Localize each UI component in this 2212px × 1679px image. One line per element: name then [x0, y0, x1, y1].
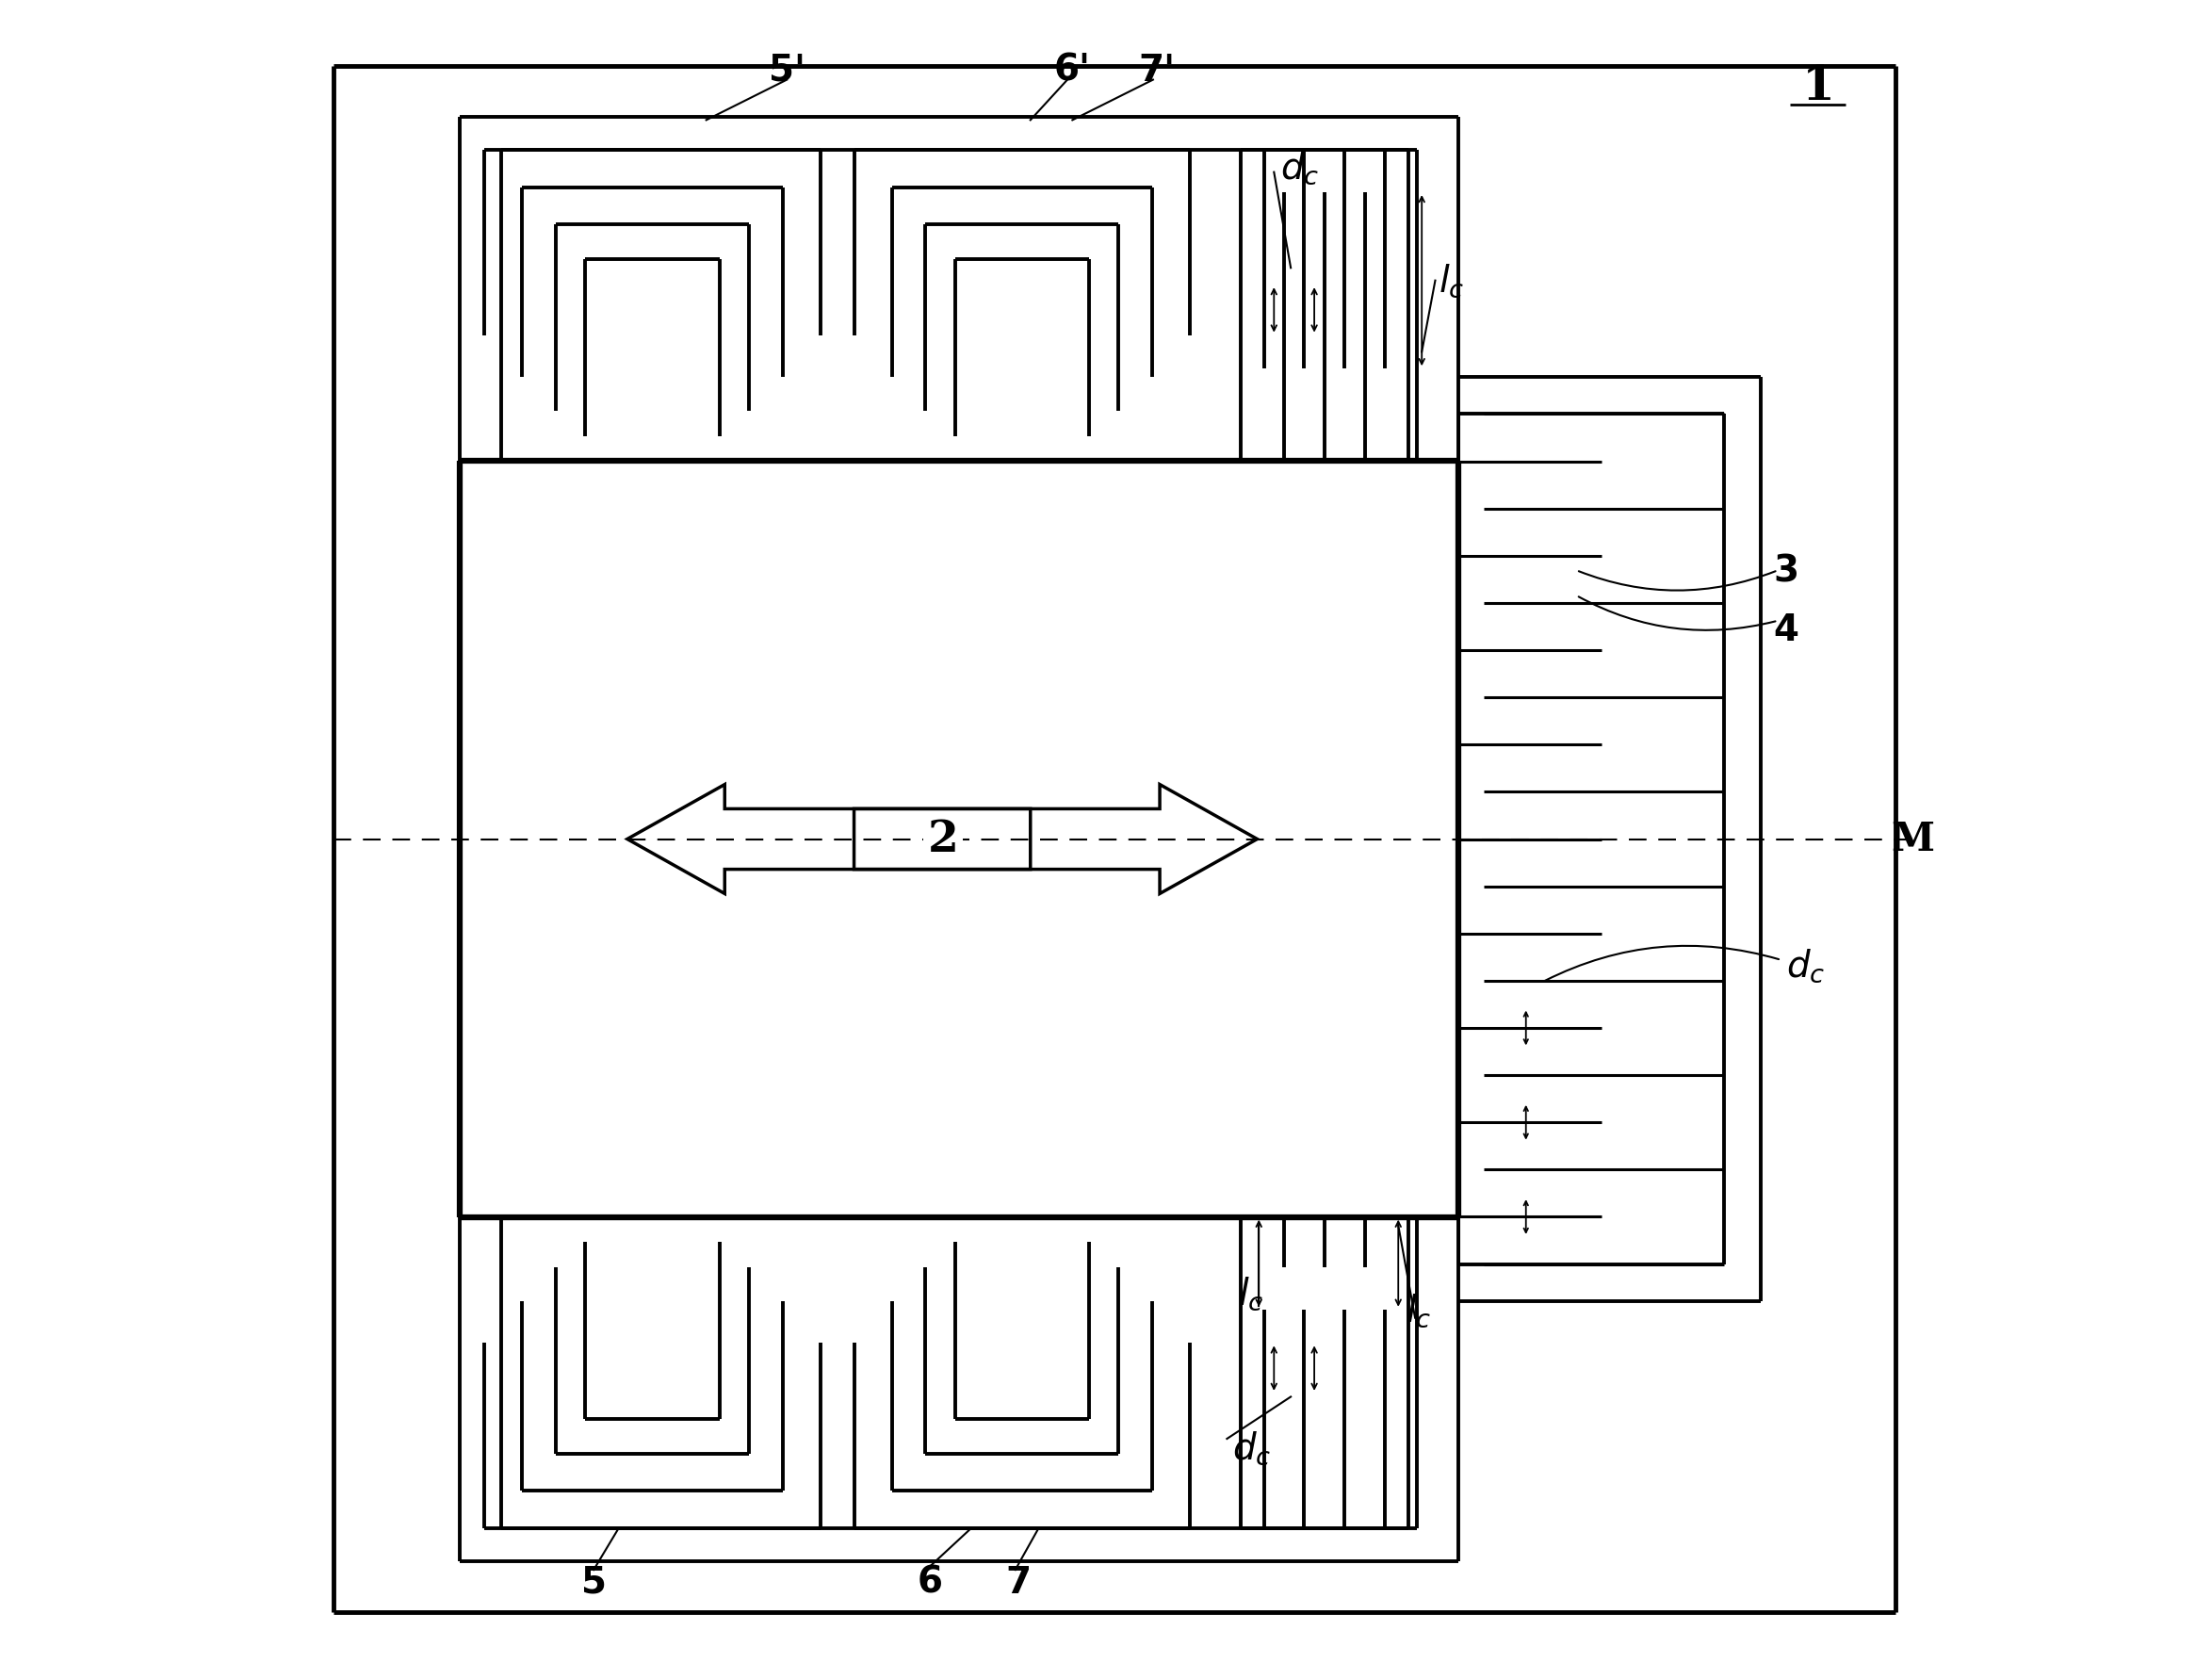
- Text: 4: 4: [1774, 611, 1798, 648]
- Text: 2: 2: [927, 818, 958, 861]
- Text: 7: 7: [1006, 1563, 1031, 1600]
- Text: $l_c$: $l_c$: [1438, 262, 1464, 301]
- Text: 1: 1: [1803, 64, 1834, 111]
- Text: 6': 6': [1055, 52, 1091, 89]
- Text: $d_c$: $d_c$: [1232, 1429, 1272, 1466]
- Text: $l_c$: $l_c$: [1405, 1291, 1431, 1328]
- Text: 3: 3: [1774, 552, 1798, 589]
- Text: M: M: [1891, 819, 1933, 860]
- Text: 5': 5': [768, 52, 805, 89]
- Text: 5: 5: [582, 1563, 606, 1600]
- Text: 6: 6: [918, 1563, 942, 1600]
- Text: $d_c$: $d_c$: [1281, 149, 1321, 186]
- Text: 7': 7': [1137, 52, 1175, 89]
- Text: $l_c$: $l_c$: [1237, 1274, 1263, 1311]
- Text: $d_c$: $d_c$: [1787, 947, 1825, 984]
